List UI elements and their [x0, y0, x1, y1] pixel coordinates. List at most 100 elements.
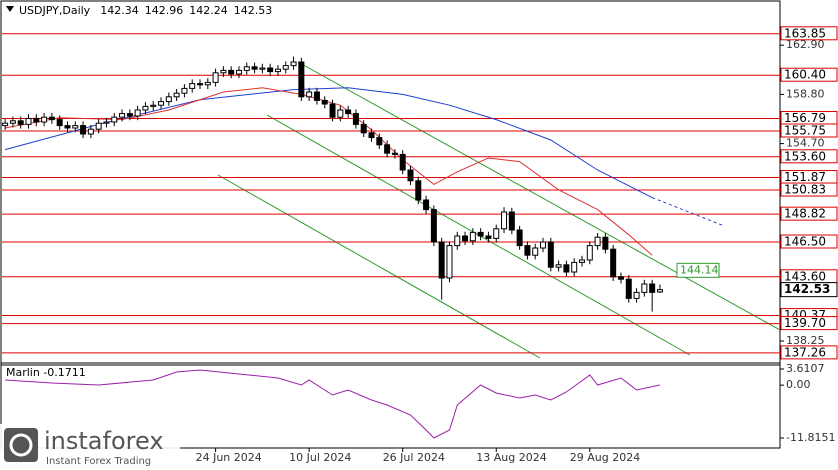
candle-body [516, 229, 523, 247]
candle-body [321, 99, 328, 105]
channel-line [217, 174, 541, 359]
ohlc-value: 142.96 [145, 4, 184, 17]
y-tick-label: 158.80 [786, 87, 825, 100]
channel-label-bg [676, 262, 720, 278]
candle-body [64, 125, 71, 129]
candle-body [56, 119, 63, 127]
candle-body [251, 66, 258, 70]
candle-body [48, 116, 55, 121]
candle-body [524, 245, 531, 256]
candle-body [313, 91, 320, 101]
candle-body [391, 152, 398, 155]
level-label: 155.75 [784, 124, 826, 138]
y-tick-label: 154.70 [786, 137, 825, 150]
x-tick-label: 29 Aug 2024 [570, 451, 640, 464]
y-tick-label: 3.6107 [786, 362, 825, 375]
candle-body [602, 236, 609, 250]
candle-body [95, 122, 102, 130]
candle-body [423, 199, 430, 211]
candle-body [563, 264, 570, 273]
chart-title: USDJPY,Daily [19, 4, 91, 17]
candle-body [204, 81, 211, 86]
candle-body [228, 69, 235, 75]
channel-line [297, 61, 780, 331]
candle-body [212, 72, 219, 83]
candle-body [158, 101, 165, 106]
candle-body [111, 116, 118, 123]
candle-body [360, 123, 367, 134]
frame [0, 0, 781, 449]
candle-body [376, 137, 383, 146]
level-label: 153.60 [784, 149, 826, 163]
level-label: 156.79 [784, 111, 826, 125]
logo-ring [9, 433, 33, 457]
candle-body [2, 122, 9, 127]
candle-body [540, 241, 547, 249]
x-tick-label: 24 Jun 2024 [196, 451, 262, 464]
candle-body [407, 169, 414, 182]
candle-body [25, 117, 32, 125]
candle-body [9, 120, 16, 124]
candle-body [197, 83, 204, 86]
indicator-title: Marlin -0.1711 [6, 366, 86, 379]
last-price-label: 142.53 [784, 282, 830, 296]
moving-average [4, 87, 653, 199]
candle-body [345, 109, 352, 115]
candle-body [446, 245, 453, 279]
candle-body [33, 117, 40, 123]
x-tick-label: 26 Jul 2024 [383, 451, 445, 464]
level-label: 143.60 [784, 269, 826, 283]
candle-body [165, 96, 172, 103]
candle-body [485, 235, 492, 239]
level-label: 163.85 [784, 26, 826, 40]
watermark: instaforex Instant Forex Trading [0, 424, 180, 470]
level-label: 137.26 [784, 345, 826, 359]
x-tick-label: 13 Aug 2024 [476, 451, 546, 464]
level-label-bg [780, 345, 838, 360]
candle-body [532, 247, 539, 256]
candle-body [469, 231, 476, 242]
candle-body [649, 283, 656, 293]
level-label: 139.70 [784, 316, 826, 330]
logo-icon [4, 428, 38, 462]
candle-body [430, 209, 437, 243]
candle-body [462, 235, 469, 242]
ohlc-value: 142.34 [100, 4, 139, 17]
candle-body [243, 66, 250, 71]
level-label: 150.83 [784, 183, 826, 197]
level-label-bg [780, 316, 838, 331]
candle-body [298, 61, 305, 98]
y-tick-label: 138.25 [786, 334, 825, 347]
candle-body [415, 180, 422, 201]
candle-body [617, 276, 624, 280]
logo-tagline: Instant Forex Trading [46, 456, 151, 467]
candle-body [493, 228, 500, 239]
candle-body [142, 105, 149, 111]
candle-body [501, 211, 508, 230]
y-tick-label: 162.90 [786, 38, 825, 51]
candle-body [72, 125, 79, 129]
candle-body [656, 289, 663, 293]
candle-body [633, 291, 640, 299]
ohlc-value: 142.53 [234, 4, 273, 17]
candle-body [150, 104, 157, 107]
level-label-bg [780, 123, 838, 138]
candle-body [259, 67, 266, 70]
candle-body [235, 69, 242, 75]
candle-body [80, 125, 87, 135]
level-label-bg [780, 234, 838, 249]
candle-body [274, 68, 281, 73]
candle-body [87, 128, 94, 135]
candle-body [134, 109, 141, 117]
candle-body [610, 248, 617, 278]
candle-body [119, 113, 126, 118]
candle-body [547, 241, 554, 268]
candle-body [368, 132, 375, 139]
candle-body [267, 67, 274, 73]
level-label-bg [780, 26, 838, 41]
last-price-bg [780, 282, 838, 298]
candle-body [189, 83, 196, 89]
x-tick-label: 10 Jul 2024 [289, 451, 351, 464]
candle-body [181, 87, 188, 94]
